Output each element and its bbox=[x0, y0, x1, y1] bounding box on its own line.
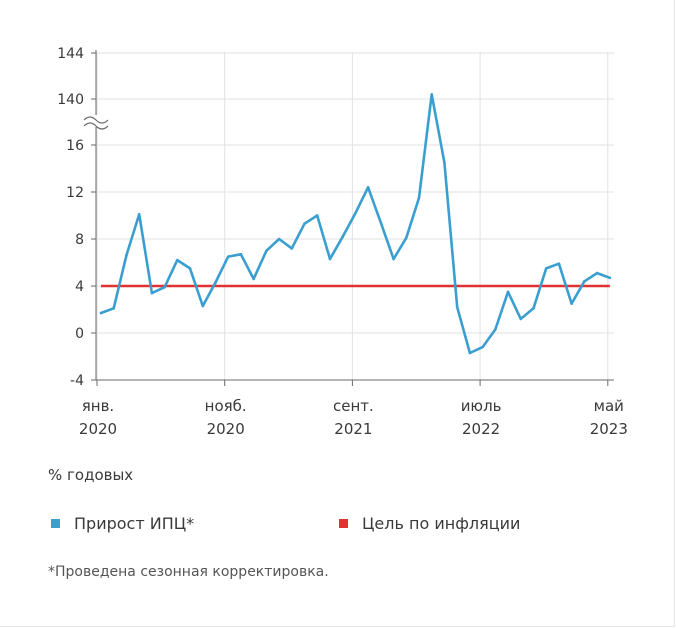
unit-label: % годовых bbox=[48, 466, 134, 484]
y-tick-label: 16 bbox=[66, 138, 84, 154]
axis-break-mask bbox=[84, 115, 108, 127]
footnote: *Проведена сезонная корректировка. bbox=[48, 564, 329, 580]
cpi-point bbox=[201, 304, 205, 308]
cpi-point bbox=[608, 276, 612, 280]
cpi-point bbox=[544, 267, 548, 270]
axes bbox=[83, 50, 614, 386]
x-tick-labels: янв. 2020 нояб. 2020 сент. 2021 июль 2022 май 202… bbox=[79, 397, 628, 438]
x-tick-label-month: июль bbox=[461, 397, 502, 415]
x-tick-label-year: 2021 bbox=[334, 420, 372, 438]
cpi-point bbox=[99, 311, 103, 315]
x-tick-label-year: 2023 bbox=[590, 420, 628, 438]
cpi-point bbox=[188, 267, 192, 270]
cpi-point bbox=[112, 307, 116, 310]
cpi-point bbox=[481, 345, 484, 349]
x-tick-label-month: сент. bbox=[333, 397, 374, 415]
cpi-point bbox=[443, 161, 446, 164]
cpi-point bbox=[595, 271, 599, 275]
legend-label-target: Цель по инфляции bbox=[362, 514, 521, 533]
x-tick-label-year: 2020 bbox=[207, 420, 245, 438]
cpi-point bbox=[392, 257, 395, 261]
grid-lines bbox=[96, 52, 614, 381]
legend-label-cpi: Прирост ИПЦ* bbox=[74, 514, 195, 533]
x-tick-label-month: май bbox=[594, 397, 624, 415]
cpi-point bbox=[379, 221, 383, 224]
cpi-point bbox=[354, 211, 357, 215]
x-tick-label-year: 2022 bbox=[462, 420, 500, 438]
cpi-point bbox=[150, 291, 154, 295]
cpi-point bbox=[265, 249, 268, 253]
cpi-point bbox=[583, 280, 586, 283]
cpi-point bbox=[163, 285, 166, 289]
cpi-point bbox=[277, 237, 281, 241]
cpi-point bbox=[494, 328, 497, 331]
y-tick-label: 8 bbox=[75, 232, 84, 248]
cpi-point bbox=[570, 302, 573, 305]
x-tick-label-month: янв. bbox=[82, 397, 114, 415]
cpi-point bbox=[328, 257, 332, 261]
cpi-point bbox=[532, 307, 535, 310]
legend-swatch-target bbox=[339, 519, 348, 528]
legend-swatch-cpi bbox=[51, 519, 60, 528]
axis-break-mark bbox=[83, 122, 109, 130]
series-layer bbox=[99, 93, 612, 355]
cpi-point bbox=[341, 235, 344, 238]
legend-item-cpi: Прирост ИПЦ* bbox=[51, 514, 194, 533]
cpi-point bbox=[557, 262, 561, 265]
cpi-point bbox=[506, 290, 510, 294]
x-tick-label-month: нояб. bbox=[205, 397, 247, 415]
cpi-point bbox=[468, 351, 472, 355]
cpi-point bbox=[125, 254, 128, 257]
cpi-point bbox=[176, 258, 179, 262]
cpi-point bbox=[366, 186, 370, 189]
y-tick-label: 140 bbox=[57, 92, 84, 108]
cpi-point bbox=[290, 247, 294, 250]
y-tick-label: 4 bbox=[75, 279, 84, 295]
cpi-line bbox=[99, 93, 612, 355]
cpi-point bbox=[226, 255, 230, 258]
legend-item-target: Цель по инфляции bbox=[339, 514, 520, 533]
cpi-point bbox=[430, 93, 434, 96]
y-tick-label: 0 bbox=[75, 326, 84, 342]
y-tick-label: 12 bbox=[66, 185, 84, 201]
y-tick-labels: 144 140 16 12 8 4 0 -4 bbox=[57, 46, 84, 389]
cpi-point bbox=[315, 214, 319, 217]
cpi-point bbox=[252, 277, 255, 281]
axis-break-mark bbox=[83, 116, 109, 124]
cpi-point bbox=[404, 236, 408, 240]
cpi-point bbox=[417, 196, 421, 200]
cpi-point bbox=[137, 213, 141, 216]
cpi-point bbox=[239, 252, 243, 256]
y-tick-label: 144 bbox=[57, 46, 84, 62]
x-tick-label-year: 2020 bbox=[79, 420, 117, 438]
y-tick-label: -4 bbox=[70, 373, 84, 389]
line-chart: 144 140 16 12 8 4 0 -4 янв. 2020 нояб. 2020 сент. 20… bbox=[57, 46, 628, 438]
cpi-point bbox=[455, 305, 459, 309]
cpi-point bbox=[303, 222, 306, 226]
cpi-point bbox=[519, 317, 523, 321]
cpi-point bbox=[214, 281, 217, 284]
